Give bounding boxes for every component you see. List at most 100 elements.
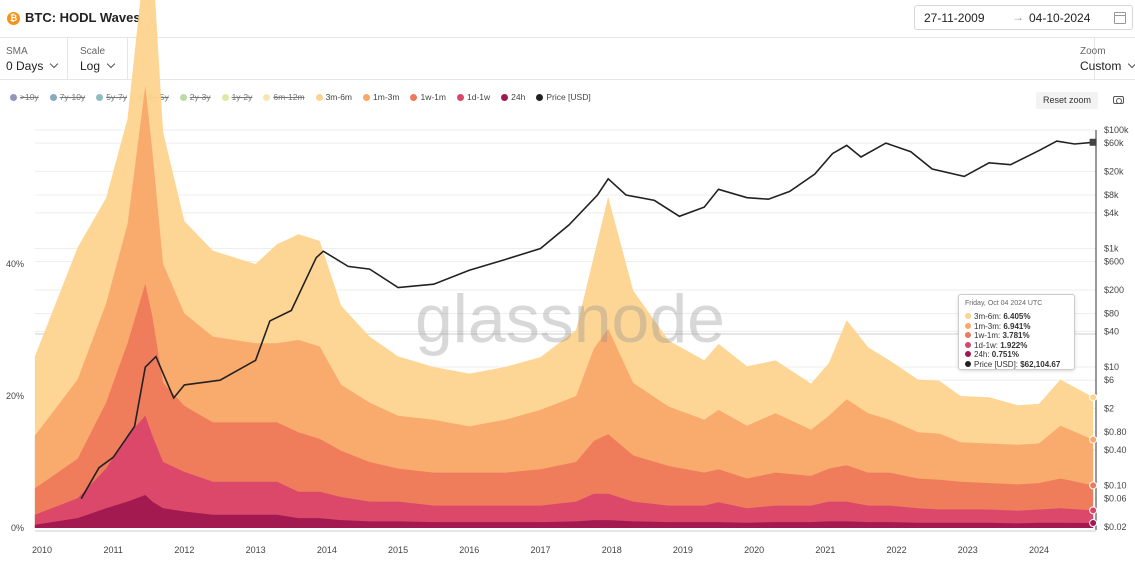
sma-value[interactable]: 0 Days — [6, 59, 59, 73]
tooltip-row-value: 0.751% — [991, 350, 1019, 359]
legend-label: Price [USD] — [546, 92, 591, 102]
legend-item[interactable]: 2y-3y — [179, 92, 211, 102]
zoom-label: Zoom — [1080, 46, 1106, 57]
x-tick-label: 2023 — [958, 545, 978, 555]
legend-dot-icon — [10, 94, 17, 101]
sma-select[interactable]: SMA 0 Days — [0, 37, 68, 79]
date-from-input[interactable]: 27-11-2009 — [924, 11, 985, 25]
price-end-marker — [1089, 138, 1097, 146]
legend-label: 1w-1m — [420, 92, 446, 102]
zoom-value[interactable]: Custom — [1080, 59, 1135, 73]
tooltip-dot-icon — [965, 322, 971, 329]
legend-dot-icon — [315, 94, 323, 101]
y-right-tick-label: $600 — [1104, 257, 1124, 267]
x-tick-label: 2014 — [317, 545, 337, 555]
legend-dot-icon — [456, 94, 464, 101]
tooltip-row: 3m-6m: 6.405% — [965, 312, 1030, 321]
legend-label: 7y-10y — [59, 92, 86, 102]
x-tick-label: 2019 — [673, 545, 693, 555]
legend-item[interactable]: Price [USD] — [536, 92, 591, 102]
zoom-select[interactable]: Zoom Custom — [1080, 37, 1135, 79]
y-right-tick-label: $2 — [1104, 403, 1114, 413]
scale-select[interactable]: Scale Log — [68, 37, 128, 79]
y-left-tick-label: 40% — [6, 259, 24, 269]
x-tick-label: 2017 — [530, 545, 550, 555]
legend-item[interactable]: 1m-3m — [363, 92, 399, 102]
tooltip-row-value: 6.405% — [1003, 312, 1031, 321]
area-1w-1m — [34, 283, 1094, 528]
area-24h — [34, 495, 1094, 528]
y-right-tick-label: $0.10 — [1104, 481, 1127, 491]
legend-item[interactable]: 7y-10y — [49, 92, 86, 102]
legend-dot-icon — [49, 94, 57, 101]
end-marker — [1089, 506, 1098, 515]
legend-item[interactable]: 1y-2y — [221, 92, 252, 102]
legend-item[interactable]: 6m-12m — [263, 92, 305, 102]
legend-item[interactable]: >10y — [10, 92, 39, 102]
x-tick-label: 2020 — [744, 545, 764, 555]
tooltip-row: 1m-3m: 6.941% — [965, 322, 1030, 331]
legend-item[interactable]: 1d-1w — [456, 92, 491, 102]
reset-zoom-button[interactable]: Reset zoom — [1036, 92, 1098, 109]
legend-dot-icon — [96, 94, 104, 101]
legend-label: 1d-1w — [466, 92, 491, 102]
tooltip-dot-icon — [965, 351, 971, 357]
tooltip-row-label: 1w-1m: — [974, 331, 1003, 340]
y-left-tick-label: 20% — [6, 391, 24, 401]
end-markers — [1089, 138, 1098, 528]
legend-dot-icon — [221, 94, 229, 101]
y-right-tick-label: $100k — [1104, 125, 1129, 135]
scale-label: Scale — [80, 46, 106, 57]
legend-dot-icon — [363, 94, 371, 101]
end-marker — [1089, 519, 1098, 528]
tooltip-row: 1d-1w: 1.922% — [965, 341, 1027, 350]
date-to-input[interactable]: 04-10-2024 — [1029, 11, 1091, 25]
legend-dot-icon — [263, 94, 271, 101]
y-right-tick-label: $8k — [1104, 190, 1119, 200]
y-right-tick-label: $6 — [1104, 375, 1114, 385]
x-tick-label: 2021 — [815, 545, 835, 555]
legend-label: 6m-12m — [273, 92, 305, 102]
legend-label: 5y-7y — [106, 92, 127, 102]
price-line — [80, 140, 1094, 500]
legend-label: 24h — [511, 92, 526, 102]
tooltip-dot-icon — [965, 341, 971, 348]
legend-dot-icon — [410, 94, 418, 101]
x-tick-label: 2016 — [459, 545, 479, 555]
legend-item[interactable]: 3m-6m — [315, 92, 352, 102]
x-tick-label: 2018 — [602, 545, 622, 555]
camera-icon[interactable] — [1113, 96, 1124, 104]
y-right-tick-label: $10 — [1104, 362, 1119, 372]
x-tick-label: 2022 — [887, 545, 907, 555]
legend-label: 1m-3m — [373, 92, 400, 102]
bitcoin-logo-icon: ₿ — [7, 12, 20, 25]
end-marker — [1089, 435, 1098, 444]
tooltip-row: Price [USD]: $62,104.67 — [965, 360, 1060, 369]
tooltip-row-label: 1d-1w: — [974, 340, 1001, 350]
y-right-tick-label: $80 — [1104, 309, 1119, 319]
axes: 2010 2011 2012 2013 2014 2015 2016 2017 2018 2019… — [6, 125, 1129, 555]
chart-tooltip: Friday, Oct 04 2024 UTC 3m-6m: 6.405% 1m-… — [958, 294, 1075, 370]
top-bar: ₿ BTC: HODL Waves 27-11-2009 → 04-10-202… — [0, 0, 1135, 38]
tooltip-dot-icon — [965, 332, 971, 338]
y-right-tick-label: $60k — [1104, 138, 1124, 148]
tooltip-date: Friday, Oct 04 2024 UTC — [965, 300, 1043, 307]
area-1d-1w — [34, 415, 1094, 528]
y-right-tick-label: $20k — [1104, 166, 1124, 176]
tooltip-row: 1w-1m: 3.781% — [965, 331, 1030, 340]
y-right-tick-label: $0.80 — [1104, 427, 1127, 437]
end-marker — [1089, 393, 1098, 402]
legend-item[interactable]: 24h — [501, 92, 525, 102]
tooltip-row-label: 3m-6m: — [974, 312, 1004, 321]
calendar-icon[interactable] — [1114, 12, 1126, 24]
legend-item[interactable]: 5y-7y — [96, 92, 127, 102]
scale-value[interactable]: Log — [80, 59, 116, 73]
watermark: glassnode — [415, 281, 725, 357]
tooltip-row-value: 1.922% — [1000, 340, 1028, 350]
legend-item[interactable]: 1w-1m — [410, 92, 446, 102]
legend-dot-icon — [536, 94, 544, 101]
tooltip-dot-icon — [965, 360, 971, 367]
area-1m-3m — [34, 85, 1094, 529]
date-range-picker[interactable]: 27-11-2009 → 04-10-2024 — [914, 5, 1133, 30]
